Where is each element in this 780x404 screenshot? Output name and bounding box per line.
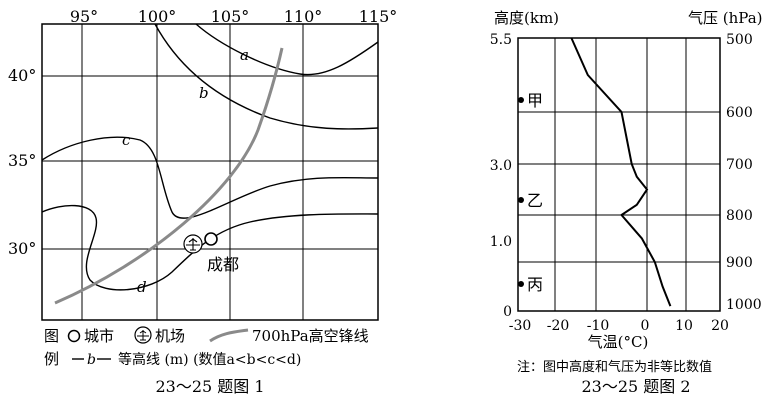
figure1-caption: 23～25 题图 1 [155,377,264,396]
temperature-profile-line [570,37,672,307]
point-bing-label: 丙 [527,275,543,294]
lat-label-30: 30° [8,239,36,258]
pressure-tick-800: 800 [726,208,753,224]
contour-line-b [154,23,379,130]
figure2-note: 注：图中高度和气压为非等比数值 [517,359,712,375]
pressure-tick-700: 700 [726,157,753,173]
legend-airport-icon [134,326,152,344]
temp-tick--20: -20 [547,318,570,334]
contour-label-b: b [199,84,209,102]
pressure-tick-600: 600 [726,105,753,121]
height-tick-3.0: 3.0 [490,158,512,174]
plot-gridlines [518,38,720,311]
legend-title-top: 图 [44,327,59,345]
contour-line-a [195,23,379,76]
point-jia-marker [518,97,524,103]
contour-line-c [41,136,379,219]
height-tick-5.5: 5.5 [490,32,512,48]
front-line-700hpa [54,47,284,305]
city-label-chengdu: 成都 [207,255,239,274]
legend-city-label: 城市 [84,327,114,345]
legend-title-bottom: 例 [44,350,59,368]
legend-airport-label: 机场 [155,327,185,345]
pressure-tick-500: 500 [726,32,753,48]
pressure-tick-900: 900 [726,255,753,271]
figure2-chart: 高度(km) 气压 (hPa) 5.5 3.0 1.0 0 500 600 70… [490,9,763,396]
point-yi-label: 乙 [527,191,543,210]
map-legend: 图 例 城市 机场 700hPa高空锋线 b 等高线 (m) (数值a<b<c<… [44,326,369,368]
contour-label-c: c [122,131,131,149]
temp-tick--10: -10 [587,318,610,334]
point-yi-marker [518,197,524,203]
contour-line-d [41,204,379,291]
x-axis-title: 气温(°C) [588,333,649,351]
lat-label-40: 40° [8,66,36,85]
lon-label-100: 100° [138,7,177,26]
temp-tick--30: -30 [509,318,532,334]
figure1-map: 95° 100° 105° 110° 115° 40° 35° 30° [8,7,397,396]
temp-tick-20: 20 [711,318,729,334]
temp-tick-0: 0 [641,318,650,334]
legend-contour-label: 等高线 (m) (数值a<b<c<d) [118,351,301,368]
height-tick-0: 0 [503,304,512,320]
plot-frame [517,37,721,312]
temp-tick-10: 10 [675,318,693,334]
point-jia-label: 甲 [527,91,543,110]
legend-front-label: 700hPa高空锋线 [252,327,369,345]
lon-label-105: 105° [211,7,250,26]
left-axis-title: 高度(km) [494,9,559,27]
height-tick-1.0: 1.0 [490,234,512,250]
lon-label-115: 115° [359,7,398,26]
contour-label-a: a [240,46,249,64]
right-axis-title: 气压 (hPa) [688,9,763,27]
city-icon-chengdu [204,232,218,246]
airport-icon [183,234,203,254]
legend-city-icon [67,329,81,343]
lon-label-110: 110° [284,7,323,26]
point-bing-marker [518,281,524,287]
map-gridlines [42,24,378,320]
legend-front-sample [209,328,249,343]
lon-label-95: 95° [70,7,98,26]
pressure-tick-1000: 1000 [726,297,762,313]
map-frame [41,23,379,321]
contour-label-d: d [137,278,147,296]
figure2-caption: 23～25 题图 2 [581,377,690,396]
lat-label-35: 35° [8,151,36,170]
legend-contour-sample-letter: b [87,352,96,368]
